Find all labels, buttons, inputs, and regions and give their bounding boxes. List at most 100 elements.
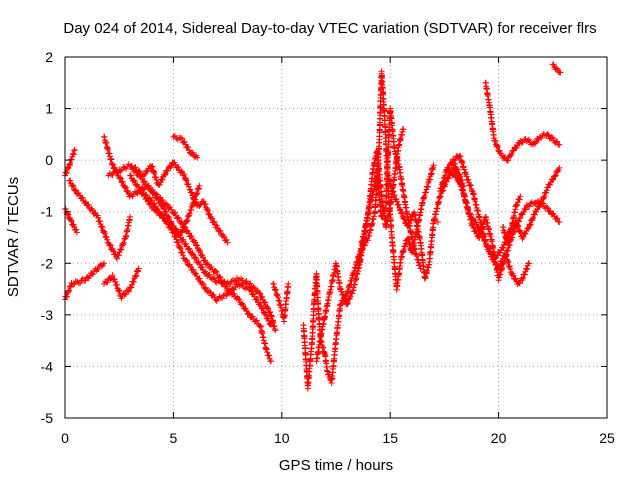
data-point [189, 149, 196, 156]
data-point [395, 201, 402, 208]
data-point [73, 229, 80, 236]
data-point [505, 157, 512, 164]
data-point [457, 182, 464, 189]
data-point [118, 246, 125, 253]
data-point [114, 255, 121, 262]
data-point [275, 293, 282, 300]
x-tick-label: 10 [274, 430, 290, 446]
data-point [206, 271, 213, 278]
data-point [527, 221, 534, 228]
data-point [516, 280, 523, 287]
data-point [194, 242, 201, 249]
data-point [188, 207, 195, 214]
data-point [531, 211, 538, 218]
data-point [490, 256, 497, 263]
data-point [446, 165, 453, 172]
data-point [65, 164, 72, 171]
data-point [484, 244, 491, 251]
data-point [116, 174, 123, 181]
x-axis-label: GPS time / hours [279, 457, 393, 474]
data-point [69, 182, 76, 189]
x-tick-label: 5 [170, 430, 178, 446]
data-point [111, 276, 118, 283]
data-point [223, 292, 230, 299]
series-track-3 [62, 146, 78, 179]
data-point [178, 168, 185, 175]
data-point [67, 177, 74, 184]
data-point [177, 134, 184, 141]
data-point [197, 248, 204, 255]
data-point [136, 168, 143, 175]
data-point [196, 275, 203, 282]
data-point [174, 214, 181, 221]
data-point [273, 292, 280, 299]
data-point [551, 173, 558, 180]
data-point [349, 290, 356, 297]
data-point [259, 304, 266, 311]
data-point [533, 139, 540, 146]
data-point [135, 268, 142, 275]
y-tick-label: -3 [41, 307, 54, 323]
y-tick-label: 0 [45, 152, 53, 168]
data-point [202, 284, 209, 291]
data-point [550, 176, 557, 183]
data-point [202, 201, 209, 208]
data-point [379, 212, 386, 219]
data-point [163, 201, 170, 208]
data-point [345, 299, 352, 306]
data-point [179, 249, 186, 256]
data-point [527, 222, 534, 229]
data-point [125, 288, 132, 295]
series-track-5 [101, 265, 142, 302]
data-point [262, 299, 269, 306]
data-point [130, 177, 137, 184]
data-point [456, 177, 463, 184]
data-point [200, 281, 207, 288]
data-point [163, 216, 170, 223]
data-point [114, 281, 121, 288]
data-point [494, 252, 501, 259]
data-point [346, 295, 353, 302]
data-point [467, 182, 474, 189]
series-track-18 [437, 164, 563, 261]
data-point [116, 288, 123, 295]
data-point [556, 141, 563, 148]
data-point [451, 157, 458, 164]
data-point [226, 290, 233, 297]
data-point [340, 291, 347, 298]
data-point [515, 223, 522, 230]
data-point [379, 213, 386, 220]
data-point [217, 274, 224, 281]
data-point [156, 181, 163, 188]
series-track-10 [127, 172, 203, 239]
data-point [185, 144, 192, 151]
data-point [448, 160, 455, 167]
data-point [187, 263, 194, 270]
data-point [115, 287, 122, 294]
data-point [243, 283, 250, 290]
data-point [208, 215, 215, 222]
data-point [211, 275, 218, 282]
data-point [141, 178, 148, 185]
data-point [393, 195, 400, 202]
data-point [89, 207, 96, 214]
data-point [500, 244, 507, 251]
x-tick-label: 25 [599, 430, 615, 446]
data-point [493, 260, 500, 267]
data-point [557, 69, 564, 76]
data-point [528, 216, 535, 223]
data-point [117, 246, 124, 253]
grid [65, 57, 607, 418]
data-point [543, 187, 550, 194]
data-point [216, 227, 223, 234]
plot-frame [64, 56, 608, 419]
series-track-22 [549, 61, 564, 76]
data-point [239, 301, 246, 308]
data-point [127, 172, 134, 179]
data-point [261, 310, 268, 317]
data-point [437, 193, 444, 200]
data-point [189, 201, 196, 208]
data-point [117, 175, 124, 182]
data-point [135, 265, 142, 272]
y-tick-label: -5 [41, 410, 54, 426]
